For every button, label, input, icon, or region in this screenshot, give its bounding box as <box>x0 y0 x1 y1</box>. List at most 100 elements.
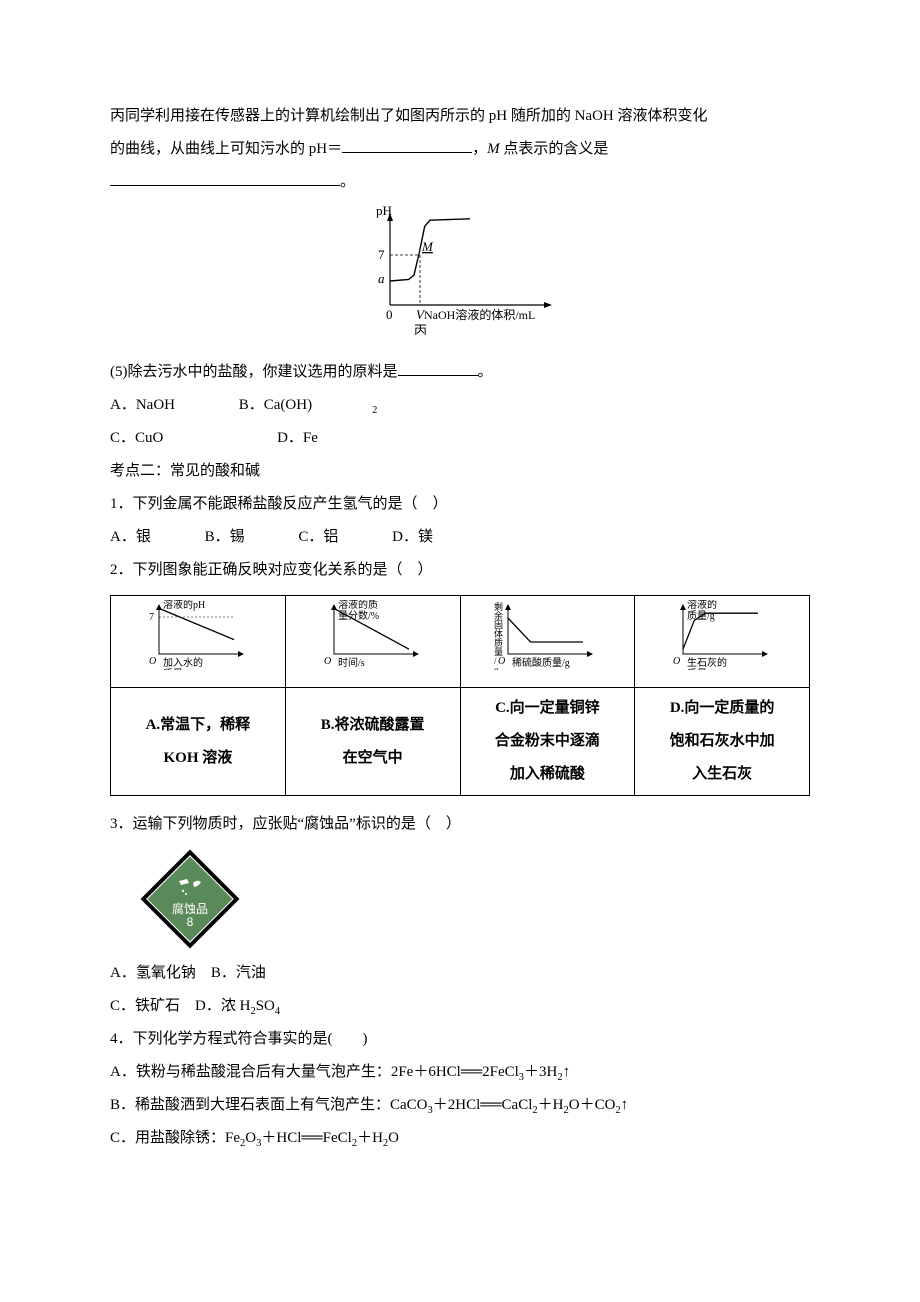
q4a-p2: ＋3H <box>524 1064 557 1080</box>
q2-cell-chartB: 溶液的质量分数/% O 时间/s <box>285 596 460 688</box>
q5-end: 。 <box>478 364 493 380</box>
q4-stem: 4．下列化学方程式符合事实的是( ) <box>110 1023 810 1056</box>
q5-opt-d[interactable]: D．Fe <box>277 422 318 455</box>
svg-text:质量/g: 质量/g <box>687 668 715 670</box>
q4b-p2: ＋2HCl <box>433 1097 481 1113</box>
svg-text:O: O <box>498 656 505 667</box>
q1-opts: A．银 B．锡 C．铝 D．镁 <box>110 521 810 554</box>
q5-opt-a[interactable]: A．NaOH <box>110 389 175 422</box>
q1-opt-a[interactable]: A．银 <box>110 521 151 554</box>
sub-label: 丙 <box>414 323 427 335</box>
svg-text:加入水的: 加入水的 <box>163 656 203 669</box>
q4c-eq: ══ <box>301 1130 322 1146</box>
intro-line2: 的曲线，从曲线上可知污水的 pH＝，M 点表示的含义是。 <box>110 133 810 199</box>
chart-main: pH 7 a M 0 V NaOH溶液的体积/mL 丙 <box>110 205 810 348</box>
q4b-p3: ＋H <box>538 1097 564 1113</box>
mini-chart-b: 溶液的质量分数/% O 时间/s <box>298 600 448 670</box>
q1-opt-b[interactable]: B．锡 <box>205 521 245 554</box>
q1-opt-c[interactable]: C．铝 <box>298 521 338 554</box>
q4c-post: FeCl <box>323 1130 352 1146</box>
q4c-pre: C．用盐酸除锈：Fe <box>110 1130 240 1146</box>
q3-row2: C．铁矿石 D．浓 H2SO4 <box>110 990 810 1023</box>
svg-text:质量/g: 质量/g <box>163 668 191 670</box>
q4c-p4: ＋H <box>357 1130 383 1146</box>
q5-opts-row1: A．NaOH B．Ca(OH)2 <box>110 389 810 422</box>
q1-opt-d[interactable]: D．镁 <box>392 521 433 554</box>
q3-opt-b[interactable]: B．汽油 <box>211 965 266 981</box>
q3-opt-a[interactable]: A．氢氧化钠 <box>110 965 196 981</box>
q4b-up: ↑ <box>621 1097 629 1113</box>
svg-text:溶液的: 溶液的 <box>687 600 717 611</box>
q5-optb-txt: B．Ca(OH) <box>239 389 312 422</box>
q3d-pre: D．浓 H <box>195 998 250 1014</box>
q3-opt-c[interactable]: C．铁矿石 <box>110 998 180 1014</box>
intro-line2b: ， <box>472 141 487 157</box>
q2-stem: 2．下列图象能正确反映对应变化关系的是（ ） <box>110 554 810 587</box>
blank-meaning[interactable] <box>110 170 340 186</box>
q4a-eq: ══ <box>461 1064 482 1080</box>
corrosive-label: 腐蚀品 8 <box>140 903 240 929</box>
svg-text:稀硫酸质量/g: 稀硫酸质量/g <box>512 656 570 669</box>
svg-text:质量/g: 质量/g <box>687 610 715 622</box>
mini-chart-d: 溶液的质量/gO生石灰的质量/g <box>647 600 797 670</box>
corrosive-text: 腐蚀品 <box>172 902 208 916</box>
svg-text:时间/s: 时间/s <box>338 656 365 669</box>
q2-cap-c[interactable]: C.向一定量铜锌 合金粉末中逐滴 加入稀硫酸 <box>460 688 635 796</box>
q4b-p4: O＋CO <box>569 1097 616 1113</box>
m-letter: M <box>487 141 500 157</box>
q3-opt-d[interactable]: D．浓 H2SO4 <box>195 998 280 1014</box>
ph-curve-chart: pH 7 a M 0 V NaOH溶液的体积/mL 丙 <box>330 205 590 335</box>
q5-stem: (5)除去污水中的盐酸，你建议选用的原料是 。 <box>110 356 810 389</box>
blank-q5[interactable] <box>398 360 478 376</box>
q4c-p2: O <box>245 1130 256 1146</box>
q2-cap-b[interactable]: B.将浓硫酸露置 在空气中 <box>285 688 460 796</box>
blank-ph[interactable] <box>342 137 472 153</box>
svg-text:O: O <box>149 656 156 667</box>
q2-table: 溶液的pH7O加入水的质量/g 溶液的质量分数/%O时间/s 剩余固体质量/gO… <box>110 595 810 796</box>
q4b-pre: B．稀盐酸洒到大理石表面上有气泡产生：CaCO <box>110 1097 428 1113</box>
corrosive-sign: 腐蚀品 8 <box>140 849 240 949</box>
q4a-pre: A．铁粉与稀盐酸混合后有大量气泡产生：2Fe＋6HCl <box>110 1064 461 1080</box>
intro-line2c: 点表示的含义是 <box>500 141 609 157</box>
q4c-p5: O <box>388 1130 399 1146</box>
q3d-s2: 4 <box>275 1006 280 1017</box>
x-axis-label: NaOH溶液的体积/mL <box>424 307 535 322</box>
q4c-p3: ＋HCl <box>261 1130 301 1146</box>
mini-chart-a: 溶液的pH 7 O 加入水的质量/g <box>123 600 273 670</box>
q5-opt-c[interactable]: C．CuO <box>110 422 163 455</box>
q4-opt-a[interactable]: A．铁粉与稀盐酸混合后有大量气泡产生：2Fe＋6HCl══2FeCl3＋3H2↑ <box>110 1056 810 1089</box>
q4a-up: ↑ <box>563 1064 571 1080</box>
y-tick-7: 7 <box>378 247 385 262</box>
intro-end: 。 <box>340 174 355 190</box>
q4-opt-b[interactable]: B．稀盐酸洒到大理石表面上有气泡产生：CaCO3＋2HCl══CaCl2＋H2O… <box>110 1089 810 1122</box>
svg-text:量分数/%: 量分数/% <box>338 609 379 622</box>
q5-stem-text: (5)除去污水中的盐酸，你建议选用的原料是 <box>110 364 398 380</box>
q2-cell-chartA: 溶液的pH 7 O 加入水的质量/g <box>111 596 286 688</box>
y-axis-label: pH <box>376 205 392 218</box>
q4b-post: CaCl <box>502 1097 533 1113</box>
q1-stem: 1．下列金属不能跟稀盐酸反应产生氢气的是（ ） <box>110 488 810 521</box>
point-m: M <box>421 239 434 254</box>
mini-chart-c: 剩余固体质量/gO稀硫酸质量/g <box>472 600 622 670</box>
q4-opt-c[interactable]: C．用盐酸除锈：Fe2O3＋HCl══FeCl2＋H2O <box>110 1122 810 1155</box>
q2-cell-chartD: 溶液的质量/gO生石灰的质量/g <box>635 596 810 688</box>
q4a-post: 2FeCl <box>482 1064 519 1080</box>
svg-text:7: 7 <box>149 612 154 623</box>
x-origin: 0 <box>386 307 393 322</box>
svg-text:溶液的质: 溶液的质 <box>338 600 378 611</box>
svg-text:生石灰的: 生石灰的 <box>687 656 727 669</box>
q4b-eq: ══ <box>480 1097 501 1113</box>
q5-opt-b[interactable]: B．Ca(OH)2 <box>239 389 438 422</box>
q2-row-charts: 溶液的pH7O加入水的质量/g 溶液的质量分数/%O时间/s 剩余固体质量/gO… <box>111 596 810 688</box>
q5-opts-row2: C．CuO D．Fe <box>110 422 810 455</box>
q2-cell-chartC: 剩余固体质量/gO稀硫酸质量/g <box>460 596 635 688</box>
svg-text:O: O <box>673 656 680 667</box>
y-tick-a: a <box>378 271 385 286</box>
q2-cap-d[interactable]: D.向一定质量的 饱和石灰水中加 入生石灰 <box>635 688 810 796</box>
svg-text:O: O <box>324 656 331 667</box>
q2-row-caps: A.常温下，稀释 KOH 溶液 B.将浓硫酸露置 在空气中 C.向一定量铜锌 合… <box>111 688 810 796</box>
svg-text:溶液的pH: 溶液的pH <box>163 600 205 611</box>
q3d-mid: SO <box>256 998 275 1014</box>
q3-stem: 3．运输下列物质时，应张贴“腐蚀品”标识的是（ ） <box>110 808 810 841</box>
q2-cap-a[interactable]: A.常温下，稀释 KOH 溶液 <box>111 688 286 796</box>
